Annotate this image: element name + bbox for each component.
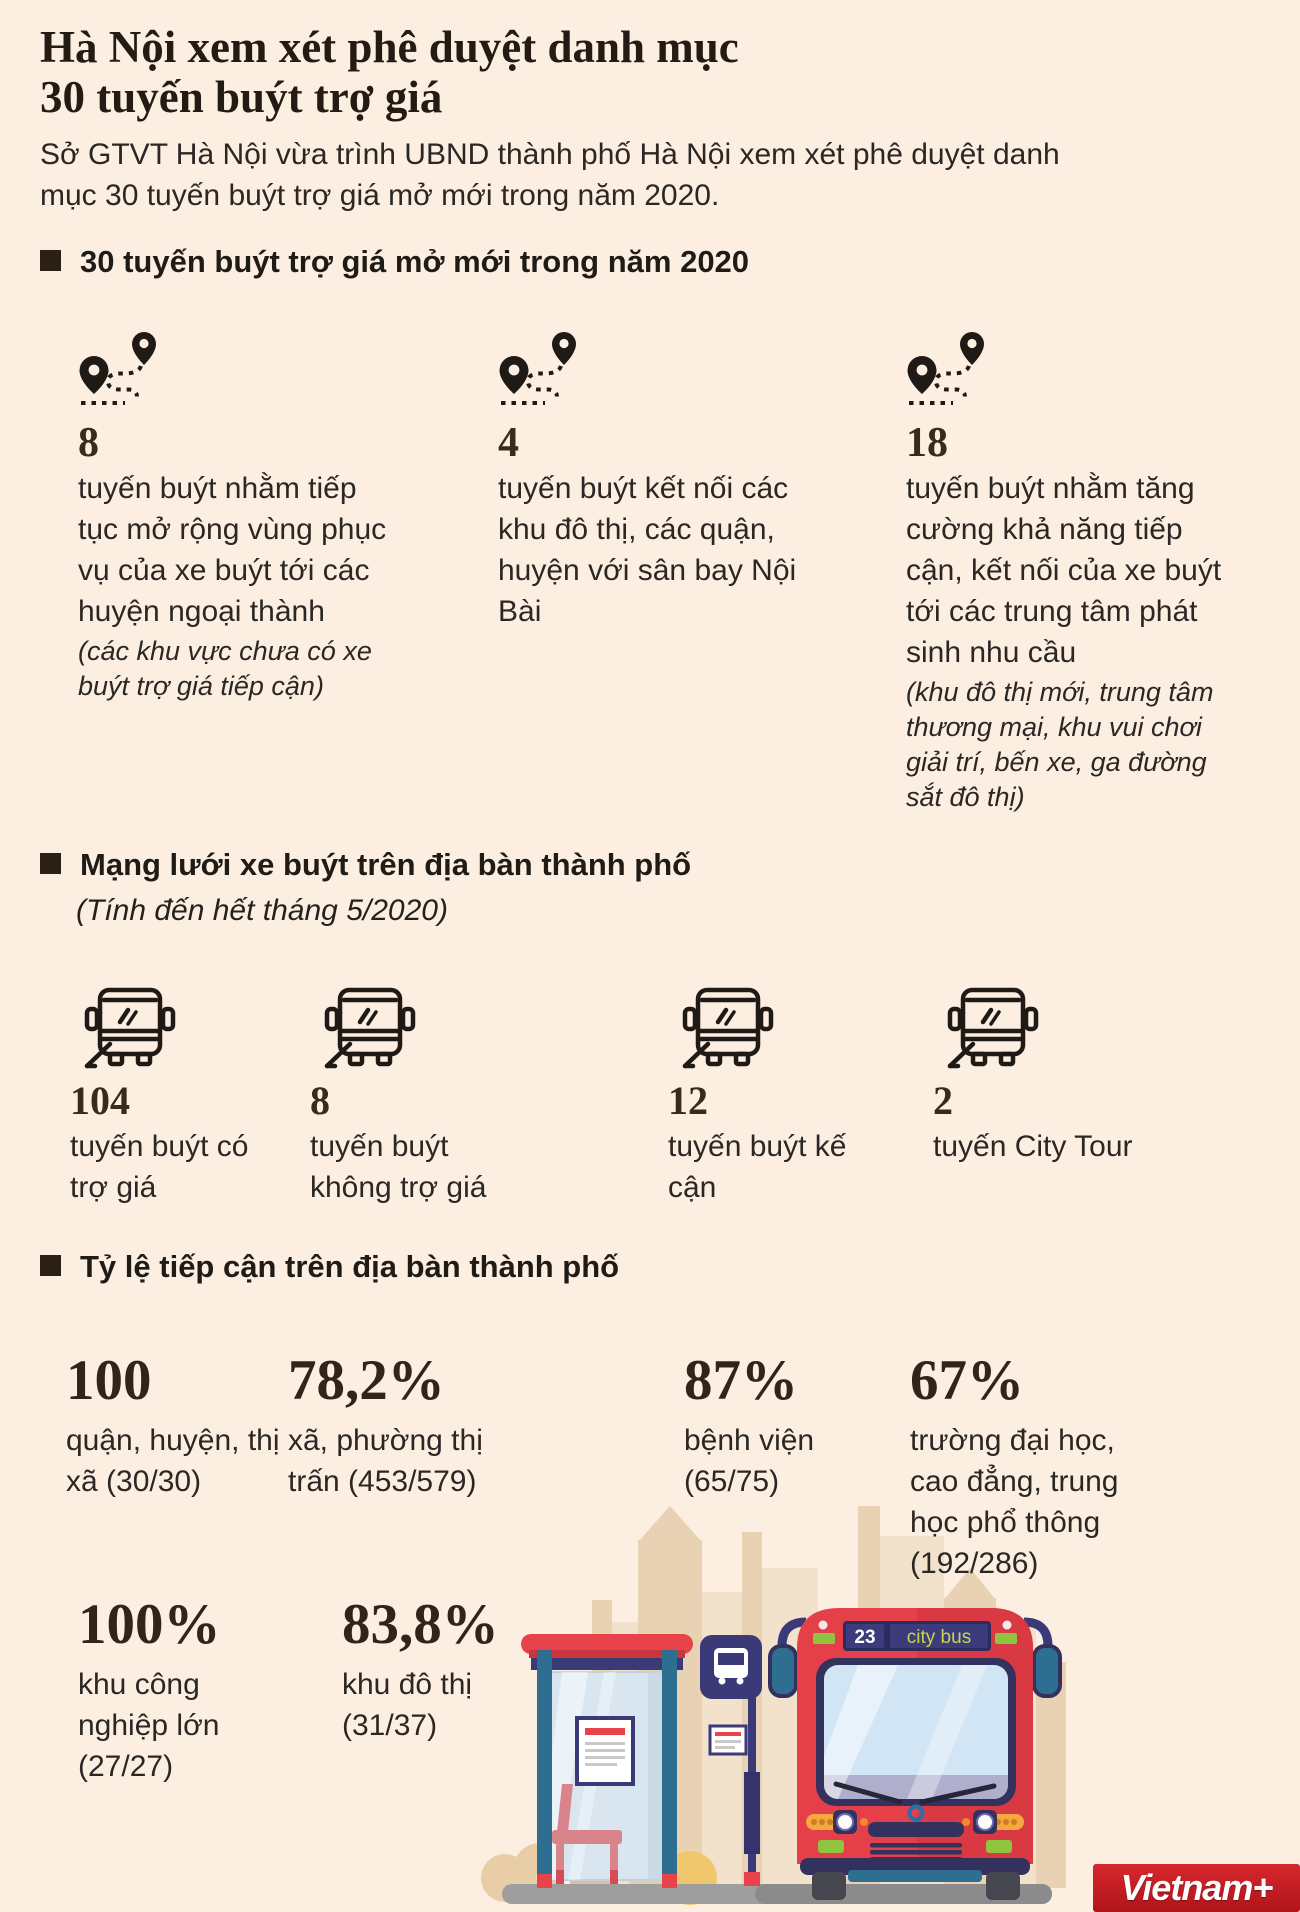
stat-value: 100%	[78, 1593, 221, 1656]
bus-sign-label: city bus	[907, 1627, 971, 1648]
section-header-network: Mạng lưới xe buýt trên địa bàn thành phố	[40, 846, 691, 884]
section-title: Tỷ lệ tiếp cận trên địa bàn thành phố	[80, 1249, 620, 1284]
section-header-new-routes: 30 tuyến buýt trợ giá mở mới trong năm 2…	[40, 243, 749, 281]
vietnamplus-logo: Vietnam+	[1093, 1864, 1300, 1912]
bus-stop-illustration: 23 city bus	[481, 1506, 1066, 1905]
stat-label: trường đại học, cao đẳng, trung học phổ …	[910, 1424, 1119, 1580]
section-title: Mạng lưới xe buýt trên địa bàn thành phố	[80, 847, 692, 882]
bus-headlights	[806, 1810, 1024, 1853]
bus-front-outline-icon	[84, 987, 176, 1069]
city-bus: 23 city bus	[768, 1608, 1062, 1900]
stat-value: 4	[498, 420, 519, 466]
section-title: 30 tuyến buýt trợ giá mở mới trong năm 2…	[80, 244, 750, 279]
vietnamplus-logo-text: Vietnam+	[1120, 1867, 1274, 1908]
stat-value: 100	[66, 1349, 152, 1412]
section-header-coverage: Tỷ lệ tiếp cận trên địa bàn thành phố	[40, 1248, 619, 1286]
stat-value: 83,8%	[342, 1593, 499, 1656]
bus-front-outline-icon	[682, 987, 774, 1069]
stat-text: tuyến buýt có trợ giá	[70, 1130, 249, 1204]
section-subtitle: (Tính đến hết tháng 5/2020)	[76, 894, 448, 927]
page-title-line2: 30 tuyến buýt trợ giá	[40, 72, 443, 122]
stat-text: tuyến buýt nhằm tăng cường khả năng tiếp…	[906, 472, 1222, 669]
network-stat-item: 12 tuyến buýt kế cận	[668, 986, 890, 1208]
stat-value: 8	[78, 420, 99, 466]
stat-value: 12	[668, 1078, 708, 1123]
square-bullet-icon	[40, 853, 61, 874]
stat-label: khu đô thị (31/37)	[342, 1668, 473, 1742]
page-title-line1: Hà Nội xem xét phê duyệt danh mục	[40, 22, 739, 72]
stat-value: 104	[70, 1078, 130, 1123]
route-map-pins-icon	[907, 332, 984, 405]
stat-value: 78,2%	[288, 1349, 445, 1412]
bus-front-outline-icon	[947, 987, 1039, 1069]
stat-text: tuyến buýt nhằm tiếp tục mở rộng vùng ph…	[78, 472, 387, 628]
stat-label: xã, phường thị trấn (453/579)	[288, 1424, 483, 1498]
coverage-stat-item: 67% trường đại học, cao đẳng, trung học …	[910, 1350, 1165, 1584]
stat-value: 67%	[910, 1349, 1024, 1412]
stat-note: (các khu vực chưa có xe buýt trợ giá tiế…	[78, 636, 372, 701]
stat-text: tuyến buýt kết nối các khu đô thị, các q…	[498, 472, 797, 628]
stat-label: bệnh viện (65/75)	[684, 1424, 815, 1498]
bus-front-outline-icon	[324, 987, 416, 1069]
coverage-stat-item: 78,2% xã, phường thị trấn (453/579)	[288, 1350, 530, 1502]
route-stat-item: 18 tuyến buýt nhằm tăng cường khả năng t…	[906, 330, 1240, 815]
square-bullet-icon	[40, 1255, 61, 1276]
page-title: Hà Nội xem xét phê duyệt danh mục 30 tuy…	[40, 22, 739, 122]
stat-note: (khu đô thị mới, trung tâm thương mại, k…	[906, 677, 1214, 812]
stat-text: tuyến City Tour	[933, 1130, 1133, 1163]
bus-shelter	[521, 1634, 693, 1888]
network-stat-item: 8 tuyến buýt không trợ giá	[310, 986, 538, 1208]
route-map-pins-icon	[79, 332, 156, 405]
stat-value: 8	[310, 1078, 330, 1123]
coverage-stat-item: 83,8% khu đô thị (31/37)	[342, 1594, 574, 1746]
route-stat-item: 4 tuyến buýt kết nối các khu đô thị, các…	[498, 330, 810, 632]
stat-label: quận, huyện, thị xã (30/30)	[66, 1424, 280, 1498]
stat-text: tuyến buýt kế cận	[668, 1130, 847, 1204]
bus-route-number: 23	[854, 1627, 875, 1648]
coverage-stat-item: 100% khu công nghiệp lớn (27/27)	[78, 1594, 290, 1787]
stat-label: khu công nghiệp lớn (27/27)	[78, 1668, 220, 1783]
coverage-stat-item: 100 quận, huyện, thị xã (30/30)	[66, 1350, 288, 1502]
square-bullet-icon	[40, 250, 61, 271]
network-stat-item: 104 tuyến buýt có trợ giá	[70, 986, 288, 1208]
shelter-poster	[575, 1716, 635, 1786]
shelter-chair	[552, 1784, 622, 1884]
road	[502, 1884, 1052, 1904]
stat-value: 18	[906, 420, 948, 466]
route-stat-item: 8 tuyến buýt nhằm tiếp tục mở rộng vùng …	[78, 330, 390, 704]
network-stat-item: 2 tuyến City Tour	[933, 986, 1218, 1167]
stat-value: 87%	[684, 1349, 798, 1412]
bus-stop-sign	[700, 1635, 762, 1886]
stat-text: tuyến buýt không trợ giá	[310, 1130, 487, 1204]
stat-value: 2	[933, 1078, 953, 1123]
route-map-pins-icon	[499, 332, 576, 405]
intro-text: Sở GTVT Hà Nội vừa trình UBND thành phố …	[40, 138, 1060, 212]
coverage-stat-item: 87% bệnh viện (65/75)	[684, 1350, 889, 1502]
